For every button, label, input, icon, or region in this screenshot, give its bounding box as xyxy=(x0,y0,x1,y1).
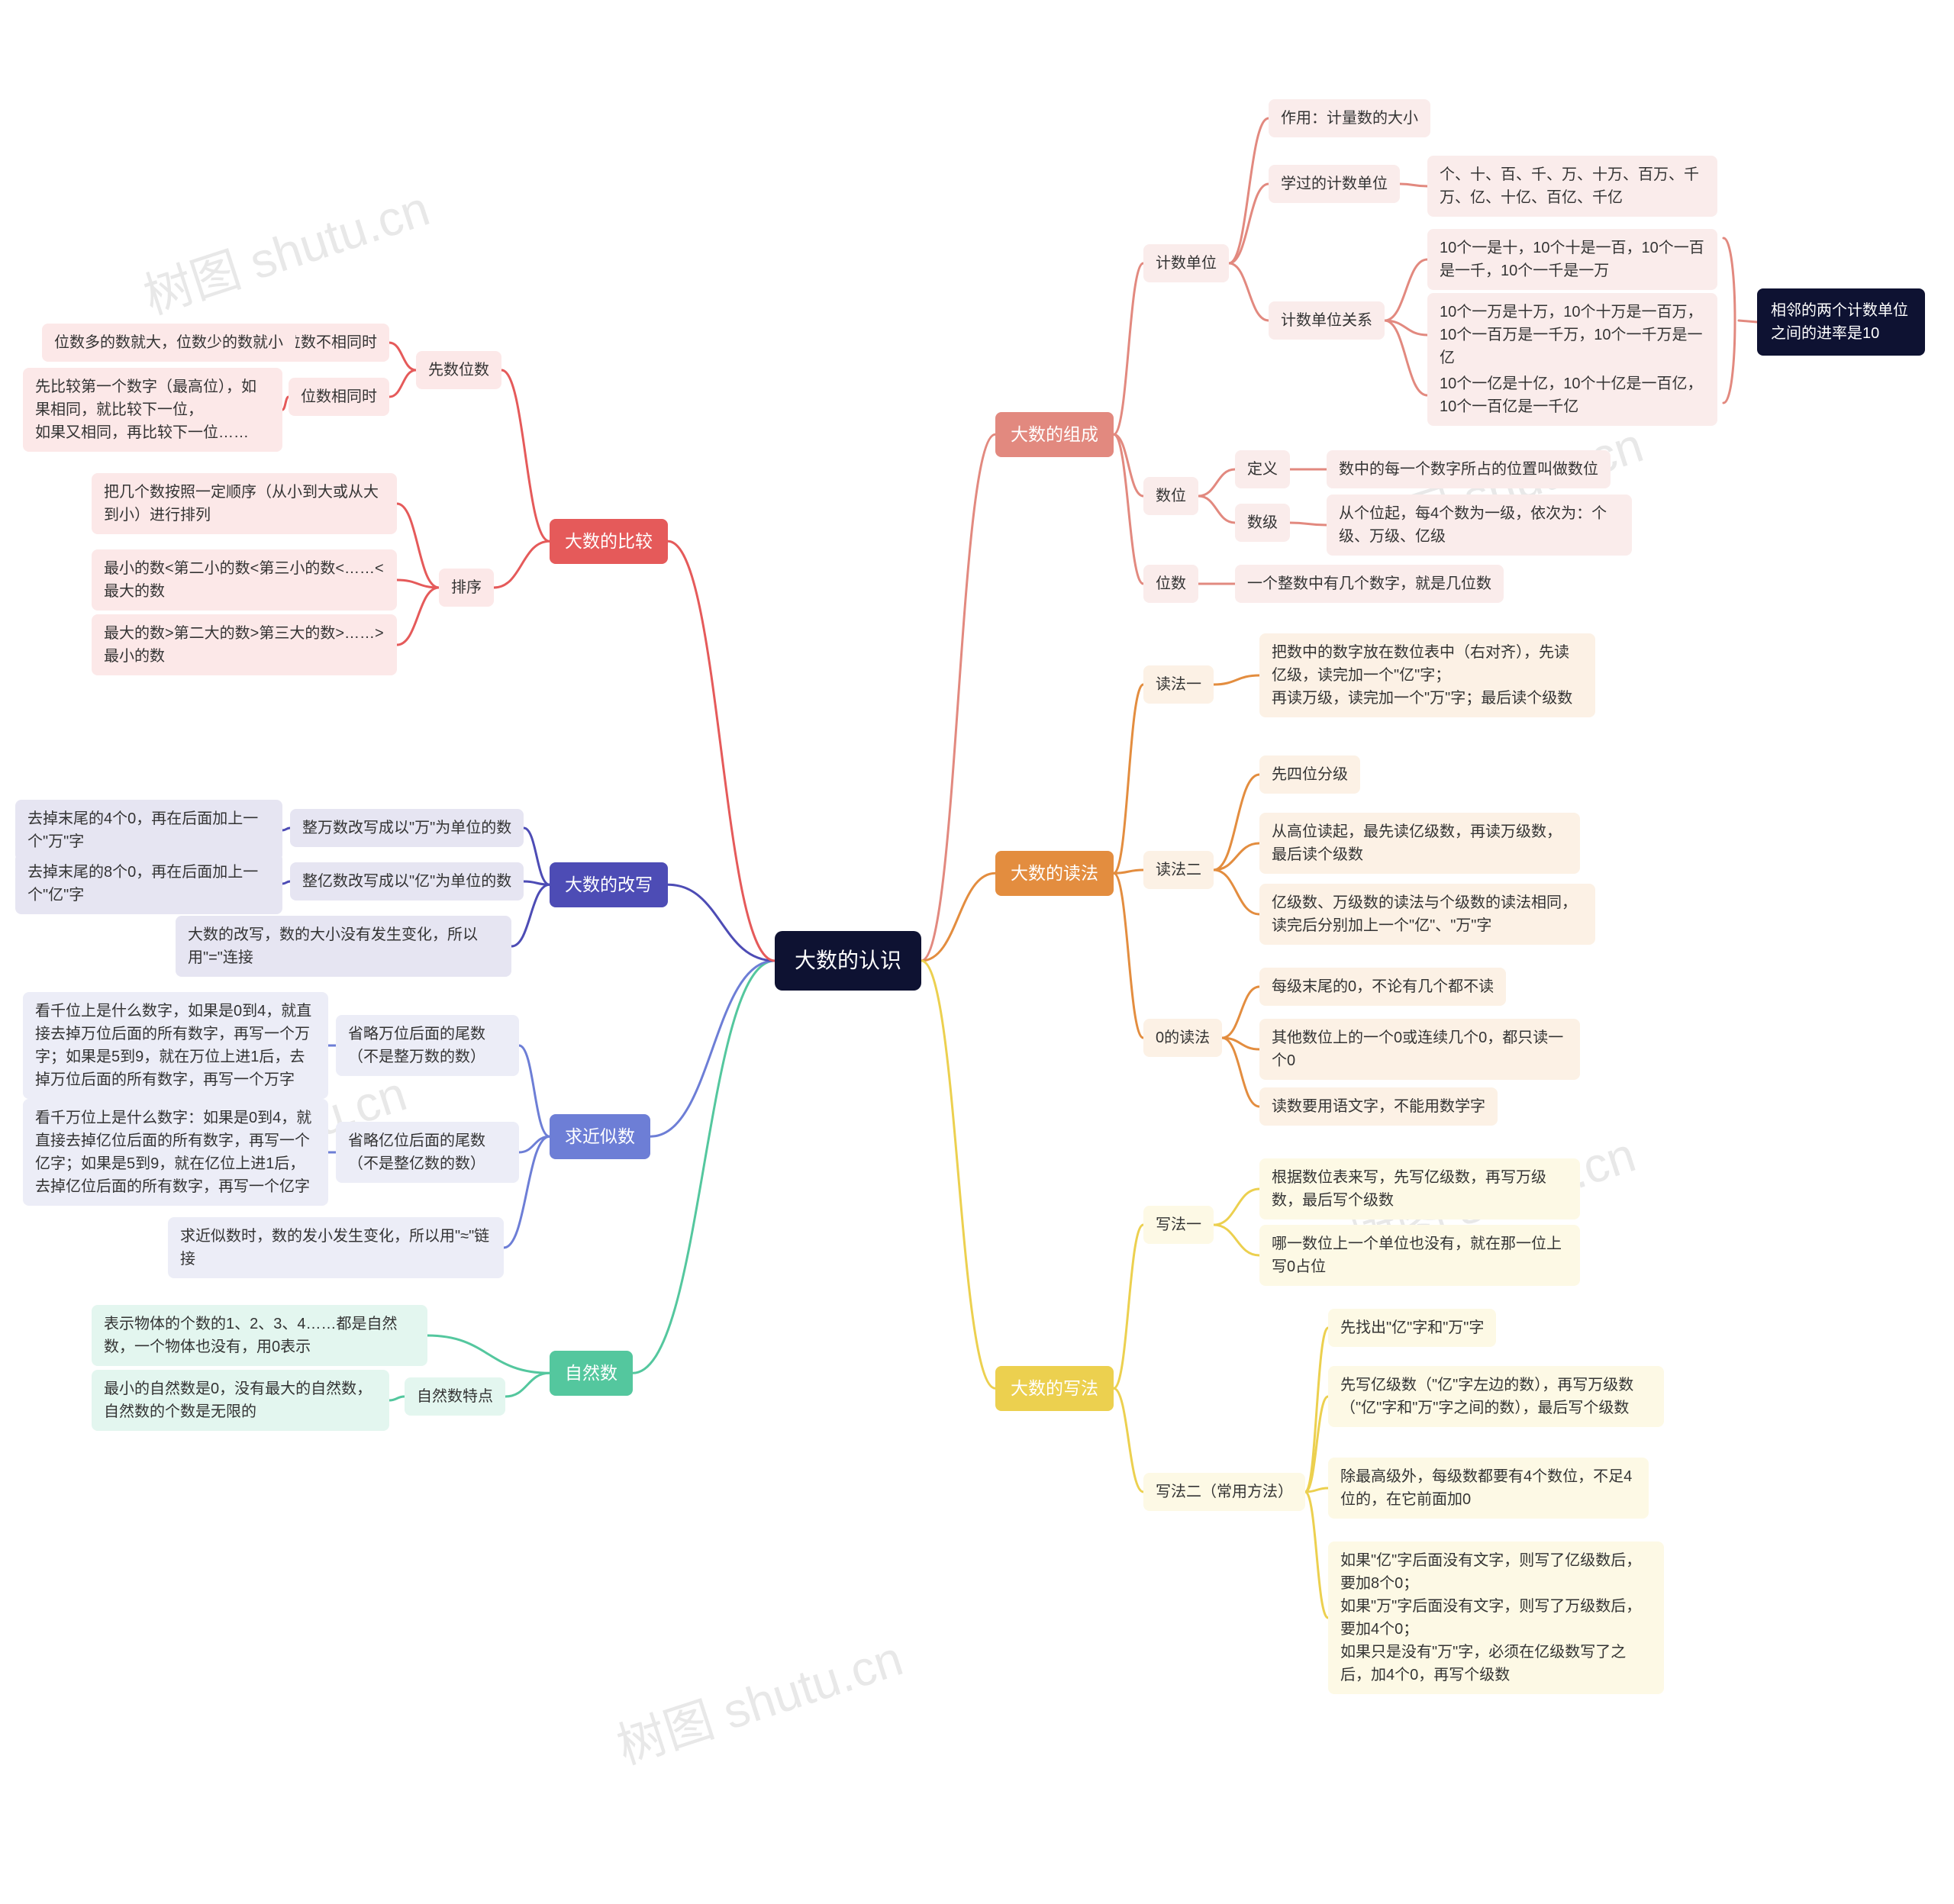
node-d1: 表示物体的个数的1、2、3、4……都是自然数，一个物体也没有，用0表示 xyxy=(92,1305,427,1366)
node-g: 大数的比较 xyxy=(550,519,668,564)
node-a2a1: 数中的每一个数字所占的位置叫做数位 xyxy=(1327,450,1611,488)
node-f2: 整亿数改写成以"亿"为单位的数 xyxy=(290,862,524,900)
node-b3c: 读数要用语文字，不能用数学字 xyxy=(1259,1087,1498,1126)
node-a3: 位数 xyxy=(1143,565,1198,603)
node-b3b: 其他数位上的一个0或连续几个0，都只读一个0 xyxy=(1259,1019,1580,1080)
node-e: 求近似数 xyxy=(550,1114,650,1159)
node-c2a: 先找出"亿"字和"万"字 xyxy=(1328,1309,1496,1347)
node-c1: 写法一 xyxy=(1143,1206,1214,1244)
node-b2b: 从高位读起，最先读亿级数，再读万级数，最后读个级数 xyxy=(1259,813,1580,874)
node-g1b: 位数相同时 xyxy=(289,378,389,416)
node-e3: 求近似数时，数的发小发生变化，所以用"≈"链接 xyxy=(168,1217,504,1278)
node-d2: 自然数特点 xyxy=(405,1377,505,1416)
node-f2a: 去掉末尾的8个0，再在后面加上一个"亿"字 xyxy=(15,853,282,914)
node-c: 大数的写法 xyxy=(995,1366,1114,1411)
node-a2b: 数级 xyxy=(1235,504,1290,542)
node-c2c: 除最高级外，每级数都要有4个数位，不足4位的，在它前面加0 xyxy=(1328,1458,1649,1519)
node-g2a: 把几个数按照一定顺序（从小到大或从大到小）进行排列 xyxy=(92,473,397,534)
node-a2a: 定义 xyxy=(1235,450,1290,488)
node-a1b: 学过的计数单位 xyxy=(1269,165,1400,203)
node-g2: 排序 xyxy=(439,569,494,607)
node-b1: 读法一 xyxy=(1143,665,1214,704)
node-root: 大数的认识 xyxy=(775,931,921,991)
node-b: 大数的读法 xyxy=(995,851,1114,896)
node-g2c: 最大的数>第二大的数>第三大的数>……>最小的数 xyxy=(92,614,397,675)
node-a2: 数位 xyxy=(1143,477,1198,515)
node-b2a: 先四位分级 xyxy=(1259,755,1360,794)
node-a1a: 作用：计量数的大小 xyxy=(1269,99,1430,137)
node-c1a: 根据数位表来写，先写亿级数，再写万级数，最后写个级数 xyxy=(1259,1158,1580,1219)
node-e2a: 看千万位上是什么数字：如果是0到4，就直接去掉亿位后面的所有数字，再写一个亿字；… xyxy=(23,1099,328,1206)
node-b2c: 亿级数、万级数的读法与个级数的读法相同，读完后分别加上一个"亿"、"万"字 xyxy=(1259,884,1595,945)
node-b3a: 每级末尾的0，不论有几个都不读 xyxy=(1259,968,1506,1006)
node-b2: 读法二 xyxy=(1143,851,1214,889)
node-f1a: 去掉末尾的4个0，再在后面加上一个"万"字 xyxy=(15,800,282,861)
node-g1b1: 先比较第一个数字（最高位），如果相同，就比较下一位， 如果又相同，再比较下一位…… xyxy=(23,368,282,452)
node-c1b: 哪一数位上一个单位也没有，就在那一位上写0占位 xyxy=(1259,1225,1580,1286)
node-a1c3: 10个一亿是十亿，10个十亿是一百亿，10个一百亿是一千亿 xyxy=(1427,365,1717,426)
node-a2b1: 从个位起，每4个数为一级，依次为：个级、万级、亿级 xyxy=(1327,495,1632,556)
node-f1: 整万数改写成以"万"为单位的数 xyxy=(290,809,524,847)
node-b1a: 把数中的数字放在数位表中（右对齐），先读亿级，读完加一个"亿"字； 再读万级，读… xyxy=(1259,633,1595,717)
node-a1b1: 个、十、百、千、万、十万、百万、千万、亿、十亿、百亿、千亿 xyxy=(1427,156,1717,217)
node-g1a1: 位数多的数就大，位数少的数就小 xyxy=(42,324,295,362)
node-f: 大数的改写 xyxy=(550,862,668,907)
node-e1a: 看千位上是什么数字，如果是0到4，就直接去掉万位后面的所有数字，再写一个万字；如… xyxy=(23,992,328,1099)
node-callout: 相邻的两个计数单位之间的进率是10 xyxy=(1757,288,1925,356)
node-b3: 0的读法 xyxy=(1143,1019,1222,1057)
node-g2b: 最小的数<第二小的数<第三小的数<……<最大的数 xyxy=(92,549,397,611)
node-d2a: 最小的自然数是0，没有最大的自然数，自然数的个数是无限的 xyxy=(92,1370,389,1431)
node-c2d: 如果"亿"字后面没有文字，则写了亿级数后，要加8个0； 如果"万"字后面没有文字… xyxy=(1328,1542,1664,1694)
node-e1: 省略万位后面的尾数（不是整万数的数） xyxy=(336,1015,519,1076)
node-c2: 写法二（常用方法） xyxy=(1143,1473,1305,1511)
node-d: 自然数 xyxy=(550,1351,633,1396)
node-c2b: 先写亿级数（"亿"字左边的数），再写万级数（"亿"字和"万"字之间的数），最后写… xyxy=(1328,1366,1664,1427)
node-a1c: 计数单位关系 xyxy=(1269,301,1385,340)
node-a: 大数的组成 xyxy=(995,412,1114,457)
node-a1: 计数单位 xyxy=(1143,244,1229,282)
node-e2: 省略亿位后面的尾数（不是整亿数的数） xyxy=(336,1122,519,1183)
node-a3a: 一个整数中有几个数字，就是几位数 xyxy=(1235,565,1504,603)
node-g1: 先数位数 xyxy=(416,351,501,389)
node-a1c1: 10个一是十，10个十是一百，10个一百是一千，10个一千是一万 xyxy=(1427,229,1717,290)
node-f3: 大数的改写，数的大小没有发生变化，所以用"="连接 xyxy=(176,916,511,977)
